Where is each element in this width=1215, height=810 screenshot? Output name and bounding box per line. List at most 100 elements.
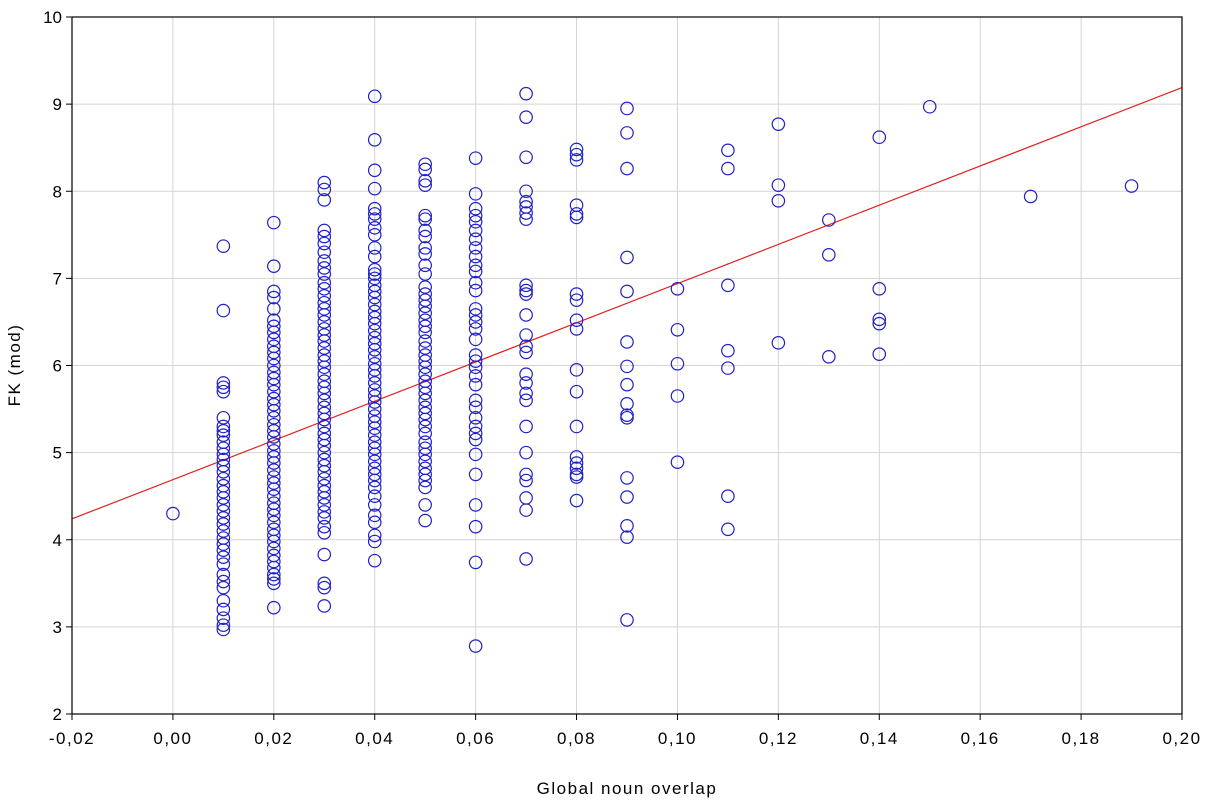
y-tick-label: 6: [53, 357, 62, 376]
data-point: [166, 506, 180, 521]
data-point: [317, 471, 332, 486]
data-point: [317, 288, 332, 303]
data-point: [620, 397, 634, 411]
data-point: [216, 419, 231, 434]
data-point: [721, 143, 735, 158]
x-tick-label: -0,02: [49, 729, 95, 748]
data-point: [367, 163, 382, 178]
data-point: [418, 354, 432, 368]
data-point: [216, 543, 231, 558]
data-point: [620, 471, 634, 485]
data-point: [418, 498, 432, 512]
data-point: [317, 245, 332, 260]
data-point: [367, 489, 382, 503]
data-point: [519, 467, 533, 482]
data-point: [367, 181, 382, 196]
data-point: [317, 275, 332, 290]
data-point: [519, 445, 533, 460]
data-point: [519, 308, 533, 322]
data-point: [468, 410, 483, 425]
data-point: [569, 384, 584, 399]
data-point: [418, 419, 432, 434]
data-point: [418, 208, 432, 223]
data-point: [468, 426, 483, 441]
data-point: [569, 456, 584, 470]
data-point: [216, 504, 231, 518]
data-point: [317, 315, 332, 329]
data-point: [922, 99, 937, 114]
data-point: [216, 485, 231, 499]
data-point: [367, 480, 382, 495]
data-point: [267, 476, 281, 490]
data-point: [1023, 189, 1038, 204]
data-point: [418, 267, 432, 281]
data-point: [317, 458, 332, 473]
data-point: [468, 201, 483, 216]
data-point: [216, 498, 231, 512]
x-tick-label: 0,14: [860, 729, 899, 748]
x-tick-label: 0,16: [961, 729, 1000, 748]
data-point: [418, 334, 432, 348]
data-point: [267, 528, 281, 543]
data-point: [468, 322, 483, 336]
data-point: [216, 574, 231, 589]
data-point: [620, 161, 634, 176]
data-point: [468, 519, 483, 534]
data-point: [771, 194, 786, 208]
data-point: [620, 519, 634, 533]
data-point: [468, 332, 483, 347]
data-point: [267, 515, 281, 530]
data-point: [468, 283, 483, 298]
data-point: [367, 363, 382, 377]
data-point: [367, 508, 382, 523]
data-point: [620, 377, 634, 392]
data-point: [418, 386, 432, 401]
data-point: [367, 221, 382, 235]
data-point: [468, 639, 483, 653]
y-axis-title: FK (mod): [5, 324, 24, 407]
x-axis-title: Global noun overlap: [537, 779, 718, 798]
data-point: [317, 354, 332, 368]
data-point: [569, 419, 584, 434]
data-point: [317, 193, 332, 207]
y-tick-label: 10: [43, 8, 62, 27]
data-point: [267, 404, 281, 418]
data-point: [468, 432, 483, 447]
data-point: [267, 290, 281, 305]
data-point: [317, 525, 332, 540]
data-point: [569, 293, 584, 307]
data-point: [418, 480, 432, 495]
data-point: [267, 424, 281, 438]
data-point: [670, 282, 685, 296]
data-point: [367, 343, 382, 357]
data-point: [216, 567, 231, 582]
y-tick-label: 4: [53, 531, 62, 550]
x-axis-ticks: -0,02 0,00 0,02 0,04 0,06 0,08 0,10 0,12 0,14 0,1…: [49, 714, 1200, 748]
data-point: [267, 371, 281, 386]
data-point: [317, 380, 332, 395]
data-point: [216, 618, 231, 632]
data-point: [216, 537, 231, 551]
data-point: [519, 150, 533, 165]
data-point: [468, 354, 483, 368]
data-point: [872, 282, 887, 296]
data-point: [468, 151, 483, 165]
data-point: [519, 473, 533, 488]
data-point: [216, 557, 231, 571]
data-point: [216, 611, 231, 625]
data-point: [519, 419, 533, 434]
data-point: [519, 339, 533, 354]
y-tick-label: 7: [53, 269, 62, 288]
y-tick-label: 2: [53, 705, 62, 724]
data-point: [418, 341, 432, 355]
data-point: [267, 463, 281, 477]
data-point: [418, 441, 432, 456]
data-point: [367, 402, 382, 416]
data-point: [822, 349, 836, 364]
data-point: [1124, 179, 1139, 193]
data-point: [569, 147, 584, 162]
data-point: [569, 287, 584, 301]
data-point: [317, 511, 332, 525]
data-point: [468, 214, 483, 229]
data-point: [670, 322, 685, 337]
